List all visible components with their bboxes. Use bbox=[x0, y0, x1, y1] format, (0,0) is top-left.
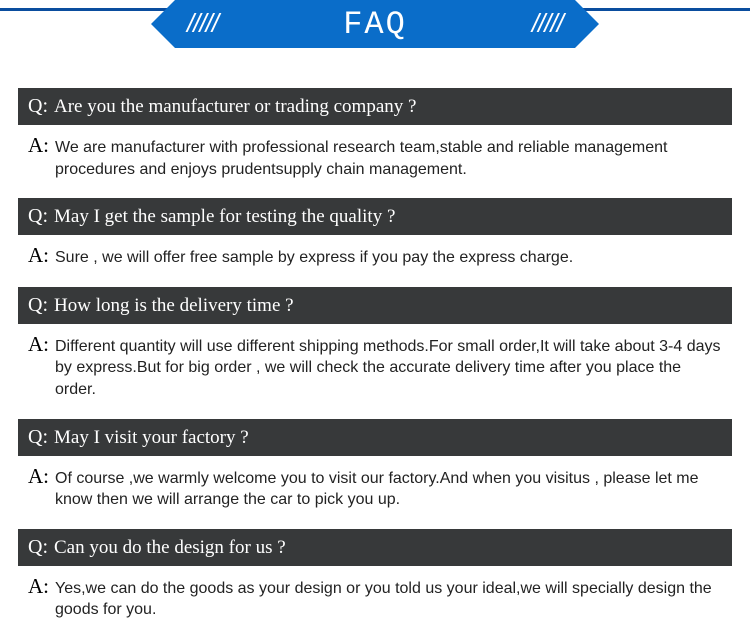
faq-item: Q: Can you do the design for us ? A: Yes… bbox=[18, 529, 732, 635]
a-label: A: bbox=[28, 243, 49, 268]
question-text: Are you the manufacturer or trading comp… bbox=[54, 96, 416, 118]
question-row: Q: Can you do the design for us ? bbox=[18, 529, 732, 566]
answer-text: Different quantity will use different sh… bbox=[55, 334, 722, 401]
q-label: Q: bbox=[28, 536, 48, 559]
answer-text: We are manufacturer with professional re… bbox=[55, 135, 722, 180]
question-row: Q: Are you the manufacturer or trading c… bbox=[18, 88, 732, 125]
faq-list: Q: Are you the manufacturer or trading c… bbox=[0, 88, 750, 635]
question-text: Can you do the design for us ? bbox=[54, 537, 286, 559]
decoration-slashes-right: ///// bbox=[532, 8, 563, 39]
faq-header: ///// FAQ ///// bbox=[0, 0, 750, 56]
question-text: May I visit your factory ? bbox=[54, 427, 249, 449]
question-row: Q: How long is the delivery time ? bbox=[18, 287, 732, 324]
answer-text: Of course ,we warmly welcome you to visi… bbox=[55, 466, 722, 511]
question-text: How long is the delivery time ? bbox=[54, 295, 294, 317]
q-label: Q: bbox=[28, 205, 48, 228]
page-title: FAQ bbox=[343, 6, 407, 43]
a-label: A: bbox=[28, 332, 49, 357]
a-label: A: bbox=[28, 133, 49, 158]
faq-item: Q: Are you the manufacturer or trading c… bbox=[18, 88, 732, 194]
faq-item: Q: May I visit your factory ? A: Of cour… bbox=[18, 419, 732, 525]
answer-row: A: Of course ,we warmly welcome you to v… bbox=[18, 456, 732, 525]
decoration-slashes-left: ///// bbox=[187, 8, 218, 39]
question-row: Q: May I get the sample for testing the … bbox=[18, 198, 732, 235]
question-row: Q: May I visit your factory ? bbox=[18, 419, 732, 456]
answer-text: Sure , we will offer free sample by expr… bbox=[55, 245, 573, 269]
a-label: A: bbox=[28, 464, 49, 489]
answer-row: A: Sure , we will offer free sample by e… bbox=[18, 235, 732, 283]
answer-row: A: Yes,we can do the goods as your desig… bbox=[18, 566, 732, 635]
q-label: Q: bbox=[28, 95, 48, 118]
faq-item: Q: How long is the delivery time ? A: Di… bbox=[18, 287, 732, 415]
answer-row: A: Different quantity will use different… bbox=[18, 324, 732, 415]
header-banner: ///// FAQ ///// bbox=[175, 0, 575, 48]
question-text: May I get the sample for testing the qua… bbox=[54, 206, 395, 228]
q-label: Q: bbox=[28, 426, 48, 449]
answer-text: Yes,we can do the goods as your design o… bbox=[55, 576, 722, 621]
q-label: Q: bbox=[28, 294, 48, 317]
faq-item: Q: May I get the sample for testing the … bbox=[18, 198, 732, 283]
answer-row: A: We are manufacturer with professional… bbox=[18, 125, 732, 194]
a-label: A: bbox=[28, 574, 49, 599]
